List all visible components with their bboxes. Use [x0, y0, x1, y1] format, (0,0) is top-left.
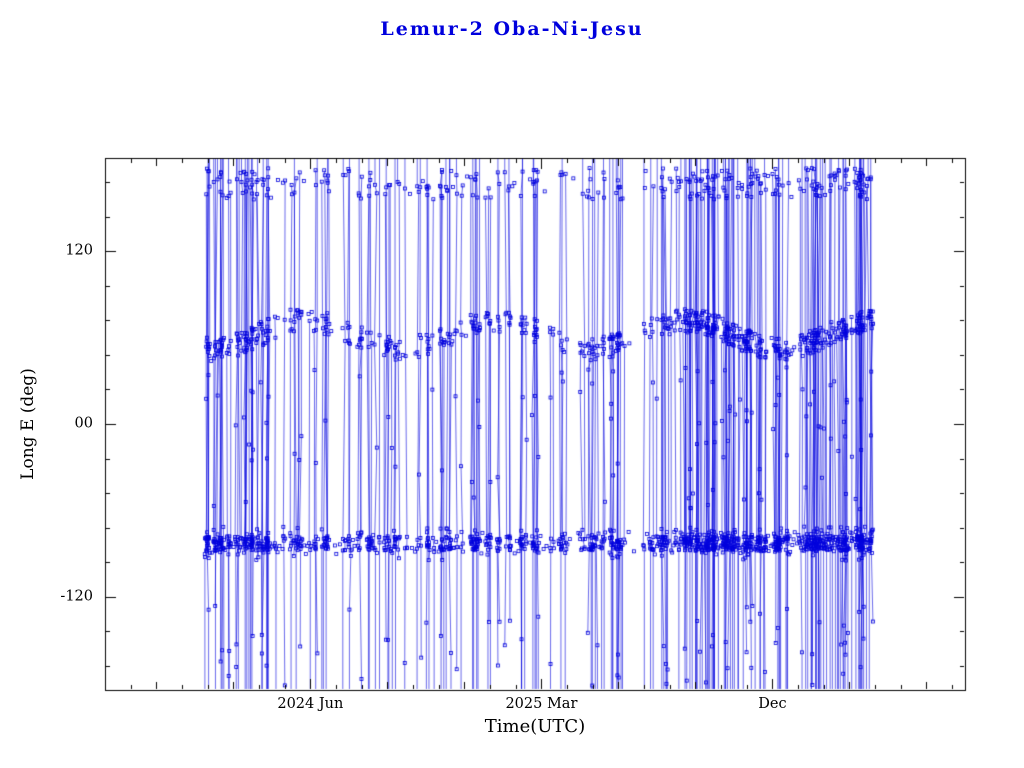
y-tick-label: 00 [74, 415, 93, 432]
x-tick-label: Dec [758, 696, 787, 712]
x-tick-label: 2024 Jun [277, 696, 344, 712]
chart-title: Lemur-2 Oba-Ni-Jesu [380, 18, 644, 40]
y-tick-label: -120 [60, 588, 93, 605]
x-tick-label: 2025 Mar [505, 696, 578, 712]
x-axis-label: Time(UTC) [484, 716, 586, 737]
y-tick-label: 120 [65, 243, 93, 260]
